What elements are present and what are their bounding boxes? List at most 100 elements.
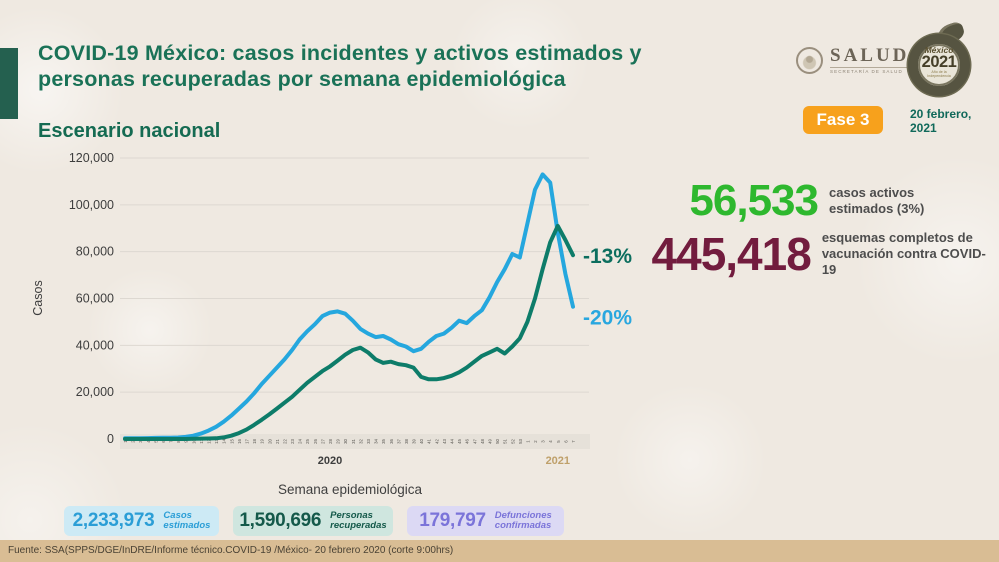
x-axis-title: Semana epidemiológica	[277, 482, 423, 497]
mexico-2021-badge: México 2021 Año de la Independencia	[908, 20, 972, 98]
report-date: 20 febrero, 2021	[910, 107, 971, 135]
x-tick-label: 32	[358, 439, 363, 444]
y-tick-label: 40,000	[76, 338, 114, 352]
x-tick-label: 47	[472, 439, 477, 444]
x-tick-label: 13	[214, 439, 219, 444]
x-tick-label: 34	[374, 439, 379, 444]
x-tick-label: 16	[237, 439, 242, 444]
source-footer: Fuente: SSA(SPPS/DGE/InDRE/Informe técni…	[0, 540, 999, 562]
vaccination-label-line1: esquemas completos de	[821, 230, 973, 245]
x-tick-label: 2	[131, 440, 136, 443]
x-tick-label: 19	[260, 439, 265, 444]
page-title-line1: COVID-19 México: casos incidentes y acti…	[38, 41, 642, 65]
x-tick-label: 44	[450, 439, 455, 444]
pill-3-label-line2: confirmadas	[494, 520, 552, 531]
series-line-1	[123, 223, 575, 441]
x-axis-band	[120, 434, 590, 449]
active-cases-label-line2: estimados (3%)	[829, 201, 925, 216]
active-cases-value: 56,533	[689, 176, 819, 225]
year-label-2020: 2020	[318, 455, 342, 467]
vaccination-label-line2: vacunación contra COVID-19	[821, 246, 986, 277]
x-tick-label: 5	[556, 440, 561, 443]
x-tick-label: 42	[434, 439, 439, 444]
pill-casos-estimados: 2,233,973 Casos estimados	[64, 506, 219, 536]
x-tick-label: 4	[146, 440, 151, 443]
vaccination-label: esquemas completos de vacunación contra C…	[822, 230, 999, 278]
x-tick-label: 35	[381, 439, 386, 444]
mexico-badge-subtext-2: Independencia	[927, 74, 951, 78]
x-tick-label: 6	[161, 440, 166, 443]
vaccination-value: 445,418	[651, 228, 812, 280]
x-tick-label: 45	[457, 439, 462, 444]
x-tick-label: 40	[419, 439, 424, 444]
x-tick-label: 26	[313, 439, 318, 444]
x-tick-label: 31	[351, 439, 356, 444]
x-tick-label: 15	[229, 439, 234, 444]
title-accent-bar	[0, 48, 18, 119]
series-line-0	[123, 172, 575, 441]
pill-personas-recuperadas: 1,590,696 Personas recuperadas	[233, 506, 393, 536]
salud-logo: SALUD SECRETARÍA DE SALUD	[796, 46, 910, 74]
x-tick-label: 37	[396, 439, 401, 444]
x-tick-label: 28	[328, 439, 333, 444]
y-tick-label: 0	[107, 432, 114, 446]
x-tick-label: 3	[138, 440, 143, 443]
y-tick-label: 60,000	[76, 292, 114, 306]
salud-eagle-seal-icon	[796, 47, 823, 74]
series-annotation-1: -13%	[583, 245, 632, 268]
x-tick-label: 23	[290, 439, 295, 444]
salud-wordmark-block: SALUD SECRETARÍA DE SALUD	[830, 46, 910, 74]
pill-1-label-line1: Casos	[163, 510, 192, 521]
y-axis-title: Casos	[31, 280, 45, 315]
x-tick-label: 7	[571, 440, 576, 443]
x-tick-label: 29	[336, 439, 341, 444]
x-tick-label: 53	[518, 439, 523, 444]
summary-pills: 2,233,973 Casos estimados 1,590,696 Perso…	[64, 506, 564, 536]
mexico-badge-year: 2021	[921, 53, 957, 71]
x-tick-label: 6	[563, 440, 568, 443]
pill-defunciones-confirmadas: 179,797 Defunciones confirmadas	[407, 506, 564, 536]
x-tick-label: 14	[222, 439, 227, 444]
mexico-badge-script: México	[924, 45, 954, 55]
mexico-2021-badge-text: México 2021 Año de la Independencia	[919, 46, 959, 78]
x-tick-label: 21	[275, 439, 280, 444]
x-tick-label: 18	[252, 439, 257, 444]
page-title: COVID-19 México: casos incidentes y acti…	[38, 40, 758, 92]
x-tick-label: 9	[184, 440, 189, 443]
x-tick-label: 20	[267, 439, 272, 444]
x-tick-label: 17	[244, 439, 249, 444]
x-tick-label: 2	[533, 440, 538, 443]
report-date-line2: 2021	[910, 121, 937, 135]
active-cases-label: casos activos estimados (3%)	[829, 185, 924, 217]
x-tick-label: 22	[282, 439, 287, 444]
x-tick-label: 46	[465, 439, 470, 444]
page-title-line2: personas recuperadas por semana epidemio…	[38, 67, 566, 91]
x-tick-label: 1	[123, 440, 128, 443]
pill-personas-recuperadas-label: Personas recuperadas	[330, 511, 387, 531]
pill-defunciones-confirmadas-value: 179,797	[419, 510, 486, 531]
quetzalcoatl-ring-icon	[908, 34, 970, 96]
y-tick-label: 80,000	[76, 245, 114, 259]
y-tick-label: 100,000	[69, 198, 114, 212]
kpi-vaccination: 445,418 esquemas completos de vacunación …	[644, 230, 999, 278]
x-tick-label: 10	[191, 439, 196, 444]
x-tick-label: 33	[366, 439, 371, 444]
pill-defunciones-confirmadas-label: Defunciones confirmadas	[495, 511, 552, 531]
x-tick-label: 4	[548, 440, 553, 443]
x-tick-label: 7	[169, 440, 174, 443]
x-tick-label: 50	[495, 439, 500, 444]
pill-3-label-line1: Defunciones	[494, 510, 552, 521]
series-annotation-0: -20%	[583, 307, 632, 330]
x-tick-label: 30	[343, 439, 348, 444]
epidemic-week-chart: 0 20,000 40,000 60,000 80,000 100,000 120,000 C…	[28, 146, 648, 486]
x-tick-label: 1	[525, 440, 530, 443]
x-tick-label: 3	[541, 440, 546, 443]
x-tick-label: 25	[305, 439, 310, 444]
x-tick-label: 5	[153, 440, 158, 443]
section-title: Escenario nacional	[38, 120, 221, 142]
kpi-active-cases: 56,533 casos activos estimados (3%)	[650, 178, 924, 224]
x-tick-label: 41	[427, 439, 432, 444]
y-tick-label: 20,000	[76, 385, 114, 399]
pill-1-label-line2: estimados	[163, 520, 211, 531]
y-tick-label: 120,000	[69, 151, 114, 165]
